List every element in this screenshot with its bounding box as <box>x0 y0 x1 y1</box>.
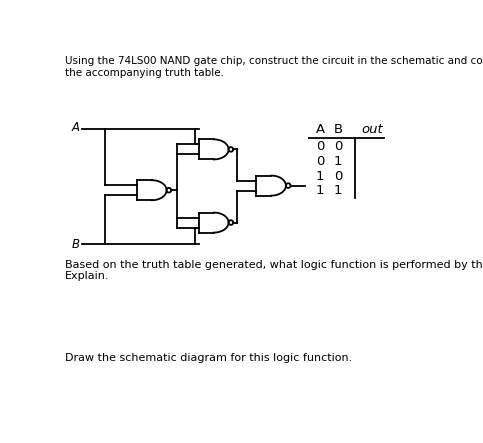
Text: Draw the schematic diagram for this logic function.: Draw the schematic diagram for this logi… <box>65 354 352 363</box>
Text: 1: 1 <box>334 155 342 168</box>
Text: 1: 1 <box>316 184 324 197</box>
Text: A: A <box>72 121 80 134</box>
Text: 1: 1 <box>316 170 324 183</box>
Text: 0: 0 <box>334 140 342 153</box>
Text: out: out <box>362 123 384 136</box>
Text: 0: 0 <box>316 155 324 168</box>
Text: Based on the truth table generated, what logic function is performed by this cir: Based on the truth table generated, what… <box>65 260 483 281</box>
Text: B: B <box>72 237 80 251</box>
Text: 0: 0 <box>334 170 342 183</box>
Text: A: A <box>315 123 325 136</box>
Text: Using the 74LS00 NAND gate chip, construct the circuit in the schematic and comp: Using the 74LS00 NAND gate chip, constru… <box>65 56 483 78</box>
Text: 1: 1 <box>334 184 342 197</box>
Text: 0: 0 <box>316 140 324 153</box>
Text: B: B <box>333 123 342 136</box>
